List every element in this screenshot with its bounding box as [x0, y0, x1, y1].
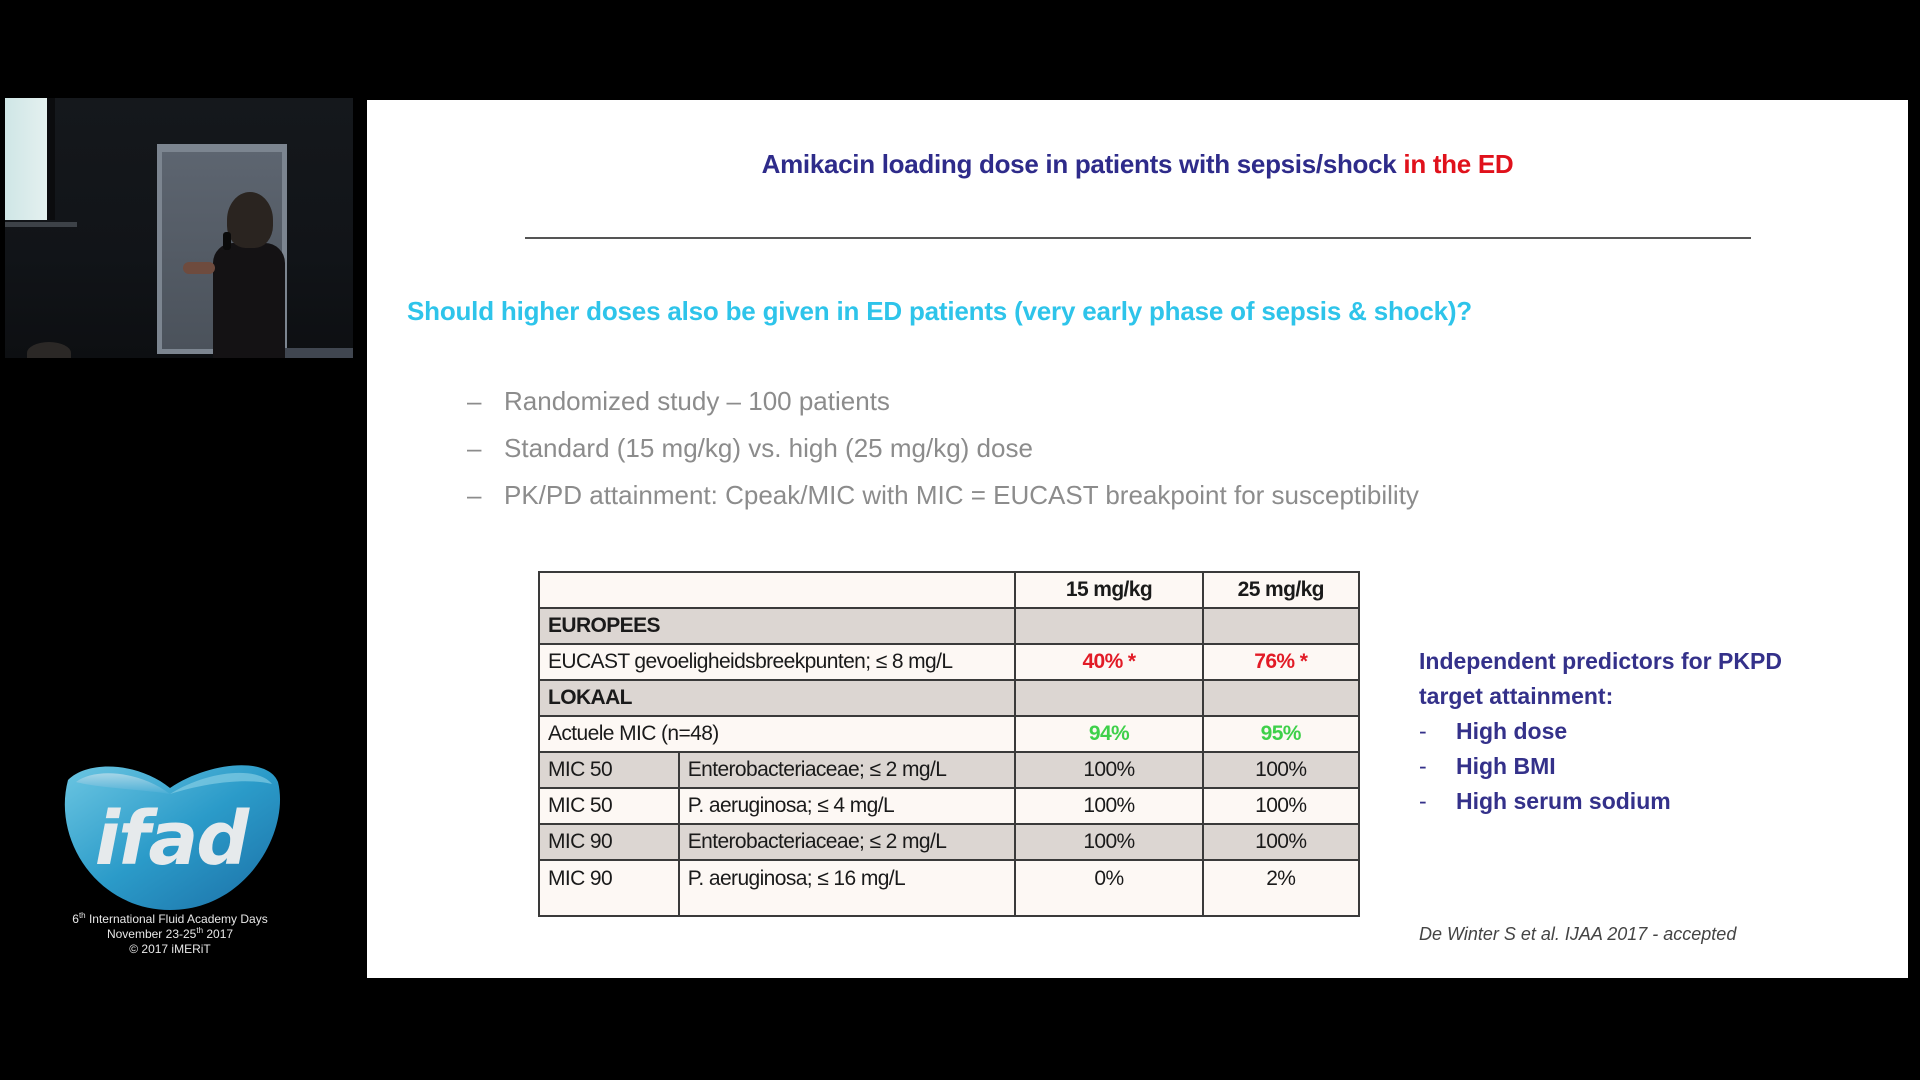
- predictor-item: - High dose: [1419, 714, 1782, 749]
- table-row-section: EUROPEES: [537, 607, 1361, 645]
- mic-label: MIC 50: [538, 751, 680, 789]
- presentation-slide: Amikacin loading dose in patients with s…: [367, 100, 1908, 978]
- value-25mgkg: 100%: [1201, 751, 1361, 789]
- table-header-row: 15 mg/kg 25 mg/kg: [537, 571, 1361, 609]
- slide-title-main: Amikacin loading dose in patients with s…: [761, 149, 1404, 179]
- logo-wordmark: ifad: [94, 796, 249, 882]
- value-15mgkg: 100%: [1014, 823, 1204, 861]
- bullet-item: – Randomized study – 100 patients: [467, 386, 890, 416]
- value-25mgkg: 95%: [1201, 715, 1361, 753]
- row-label: Actuele MIC (n=48): [537, 715, 1017, 753]
- section-label: LOKAAL: [537, 679, 1017, 717]
- results-table: 15 mg/kg 25 mg/kg EUROPEES EUCAST gevoel…: [537, 571, 1361, 917]
- table-header-25mgkg: 25 mg/kg: [1201, 571, 1361, 609]
- value-15mgkg: 40% *: [1014, 643, 1204, 681]
- slide-question: Should higher doses also be given in ED …: [407, 296, 1472, 326]
- title-divider: [525, 237, 1751, 239]
- value-25mgkg: 2%: [1201, 859, 1361, 917]
- conference-caption: 6th International Fluid Academy Days Nov…: [40, 912, 300, 957]
- speaker-hand: [183, 262, 215, 274]
- predictors-heading-line1: Independent predictors for PKPD: [1419, 648, 1782, 674]
- value-25mgkg: 100%: [1201, 787, 1361, 825]
- conference-branding: ifad 6th International Fluid Academy Day…: [40, 760, 360, 957]
- value-25mgkg: 76% *: [1201, 643, 1361, 681]
- table-row: MIC 50 P. aeruginosa; ≤ 4 mg/L 100% 100%: [538, 787, 1361, 825]
- laptop: [285, 348, 353, 358]
- table-header-15mgkg: 15 mg/kg: [1014, 571, 1204, 609]
- table-row: EUCAST gevoeligheidsbreekpunten; ≤ 8 mg/…: [537, 643, 1361, 681]
- value-15mgkg: 100%: [1014, 787, 1204, 825]
- value-15mgkg: 94%: [1014, 715, 1204, 753]
- dash-icon: -: [1419, 788, 1427, 814]
- bullet-item: – Standard (15 mg/kg) vs. high (25 mg/kg)…: [467, 433, 1033, 463]
- caption-line-3: © 2017 iMERiT: [129, 942, 211, 956]
- citation: De Winter S et al. IJAA 2017 - accepted: [1419, 924, 1737, 944]
- mic-label: MIC 90: [538, 859, 680, 917]
- predictors-heading-line2: target attainment:: [1419, 683, 1614, 709]
- value-25mgkg: 100%: [1201, 823, 1361, 861]
- row-label: EUCAST gevoeligheidsbreekpunten; ≤ 8 mg/…: [537, 643, 1017, 681]
- organism-label: P. aeruginosa; ≤ 16 mg/L: [677, 859, 1017, 917]
- dash-icon: –: [467, 386, 482, 416]
- table-row: Actuele MIC (n=48) 94% 95%: [537, 715, 1361, 753]
- value-15mgkg: 100%: [1014, 751, 1204, 789]
- dash-icon: -: [1419, 718, 1427, 744]
- bullet-item: – PK/PD attainment: Cpeak/MIC with MIC = …: [467, 480, 1419, 510]
- caption-line-2: November 23-25th 2017: [106, 926, 234, 942]
- slide-title-accent: in the ED: [1403, 149, 1514, 179]
- table-row-section: LOKAAL: [537, 679, 1361, 717]
- ifad-logo: ifad: [58, 760, 284, 910]
- ifad-logo-shape-icon: [64, 765, 281, 910]
- caption-line-1: 6th International Fluid Academy Days: [72, 911, 268, 927]
- mic-label: MIC 50: [538, 787, 680, 825]
- speaker-head: [227, 192, 273, 248]
- speaker-video-inset: [5, 98, 353, 358]
- table-row: MIC 90 P. aeruginosa; ≤ 16 mg/L 0% 2%: [538, 859, 1361, 917]
- predictor-item: - High serum sodium: [1419, 784, 1782, 819]
- predictors-list: - High dose - High BMI - High serum sodium: [1419, 714, 1782, 819]
- table-row: MIC 90 Enterobacteriaceae; ≤ 2 mg/L 100%…: [538, 823, 1361, 861]
- organism-label: P. aeruginosa; ≤ 4 mg/L: [677, 787, 1017, 825]
- mic-label: MIC 90: [538, 823, 680, 861]
- screen-ledge: [5, 222, 77, 227]
- speaker-body: [213, 243, 285, 358]
- organism-label: Enterobacteriaceae; ≤ 2 mg/L: [677, 823, 1017, 861]
- section-label: EUROPEES: [537, 607, 1017, 645]
- table-row: MIC 50 Enterobacteriaceae; ≤ 2 mg/L 100%…: [538, 751, 1361, 789]
- value-15mgkg: 0%: [1014, 859, 1204, 917]
- dash-icon: –: [467, 433, 482, 463]
- slide-title: Amikacin loading dose in patients with s…: [367, 149, 1908, 180]
- dash-icon: –: [467, 480, 482, 510]
- predictors-box: Independent predictors for PKPD target a…: [1419, 644, 1782, 819]
- audience-member: [27, 342, 71, 358]
- microphone-icon: [223, 232, 231, 250]
- dash-icon: -: [1419, 753, 1427, 779]
- projector-screen: [5, 98, 55, 220]
- table-header-empty: [537, 571, 1017, 609]
- organism-label: Enterobacteriaceae; ≤ 2 mg/L: [677, 751, 1017, 789]
- predictor-item: - High BMI: [1419, 749, 1782, 784]
- bullet-list: – Randomized study – 100 patients – Standa…: [467, 386, 1419, 527]
